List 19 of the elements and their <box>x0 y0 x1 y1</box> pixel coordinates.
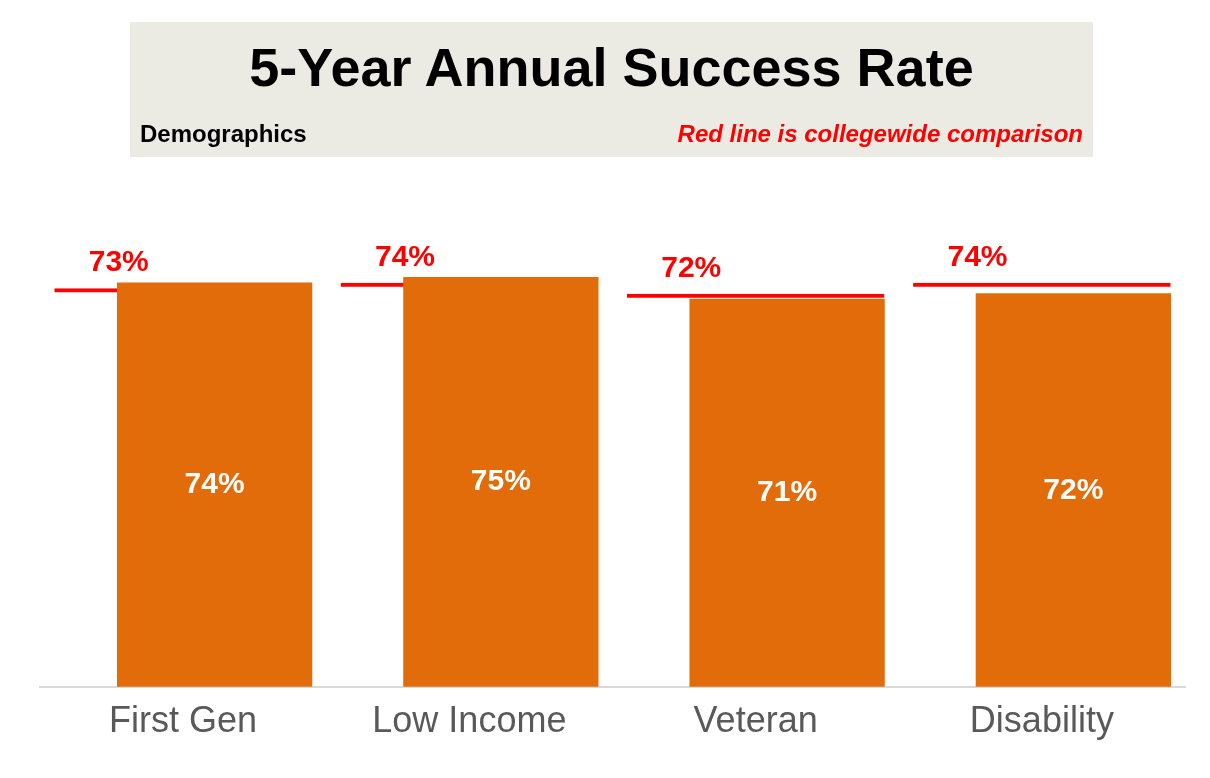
data-label: 74% <box>947 239 1008 273</box>
chart-subtitle: Demographics <box>140 120 307 148</box>
bar <box>403 276 599 687</box>
data-label: 75% <box>470 463 531 497</box>
data-label: 74% <box>184 466 245 500</box>
bar <box>689 298 885 687</box>
data-label: 72% <box>661 249 722 283</box>
x-tick-label: First Gen <box>109 699 258 741</box>
x-tick-label: Disability <box>969 699 1114 741</box>
data-label: 72% <box>1043 471 1104 505</box>
text: Red line is collegewide comparison <box>677 120 1083 148</box>
x-tick-label: Low Income <box>372 699 567 741</box>
data-label: 74% <box>374 239 435 273</box>
x-tick-label: Veteran <box>693 699 818 741</box>
data-label: 73% <box>88 244 149 278</box>
bar <box>975 293 1172 687</box>
bar <box>116 282 313 687</box>
chart-title: 5-Year Annual Success Rate <box>248 36 975 98</box>
data-label: 71% <box>757 474 818 508</box>
